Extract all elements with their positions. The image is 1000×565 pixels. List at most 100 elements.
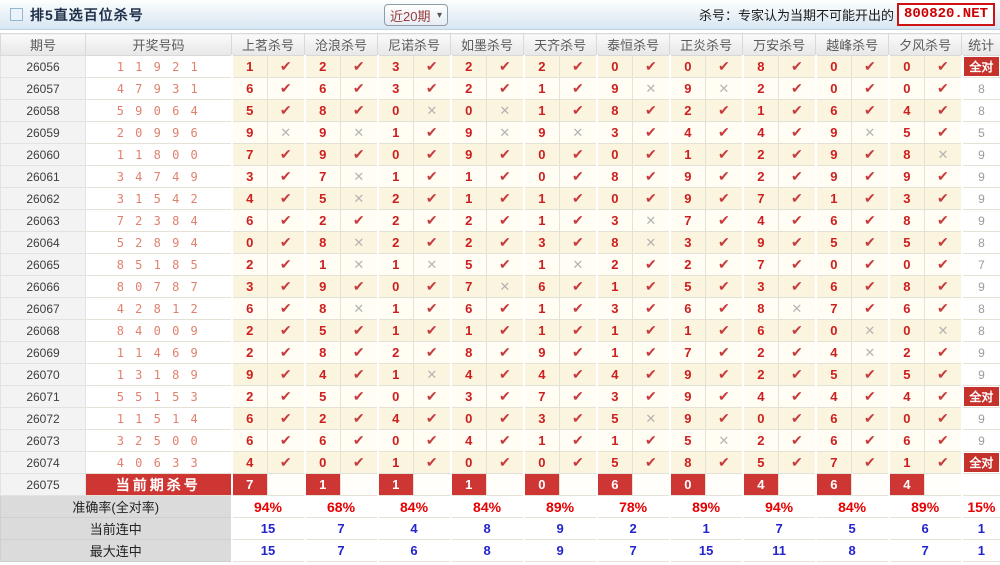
- kill-result-cell: ✔: [632, 187, 671, 210]
- check-icon: ✔: [644, 101, 657, 118]
- cross-icon: ✕: [718, 80, 730, 96]
- summary-value: 89%: [887, 495, 963, 518]
- kill-number-cell: 0: [376, 143, 415, 166]
- kill-number-cell: 5: [303, 187, 342, 210]
- check-icon: ✔: [791, 123, 803, 140]
- collapse-checkbox[interactable]: [10, 8, 23, 21]
- cross-icon: ✕: [353, 124, 365, 140]
- summary-value: 8: [449, 517, 525, 540]
- kill-number-cell: 1: [522, 187, 561, 210]
- check-icon: ✔: [571, 277, 584, 294]
- check-icon: ✔: [864, 57, 876, 74]
- kill-number-cell: 0: [595, 143, 634, 166]
- check-icon: ✔: [791, 321, 803, 338]
- column-header: 如墨杀号: [450, 33, 525, 56]
- check-icon: ✔: [937, 453, 949, 470]
- kill-number-cell: 0: [376, 99, 415, 122]
- summary-value: 94%: [230, 495, 306, 518]
- kill-result-cell: ✔: [705, 253, 744, 276]
- kill-number-cell: 8: [741, 55, 780, 78]
- kill-number-cell: 0: [522, 165, 561, 188]
- current-kill-number: 7: [230, 473, 268, 496]
- kill-result-cell: ✔: [559, 297, 598, 320]
- stat-cell: 8: [960, 319, 1000, 342]
- kill-number-cell: 2: [449, 231, 488, 254]
- kill-number-cell: 0: [303, 451, 342, 474]
- kill-result-cell: ✔: [778, 253, 817, 276]
- current-kill-empty: [266, 473, 306, 496]
- check-icon: ✔: [352, 321, 365, 338]
- kill-number-cell: 0: [887, 77, 926, 100]
- data-row: 26061 3 4 7 4 9 3 ✔ 7 ✕ 1 ✔ 1 ✔ 0 ✔ 8 ✔ 9 ✔ 2 ✔ 9 ✔ 9 ✔ 9: [0, 165, 1000, 188]
- kill-number-cell: 0: [449, 99, 488, 122]
- current-kill-empty: [851, 473, 890, 496]
- kill-number-cell: 4: [814, 341, 853, 364]
- summary-value: 4: [376, 517, 452, 540]
- winning-numbers-cell: 1 1 4 6 9: [85, 341, 232, 364]
- kill-result-cell: ✕: [778, 297, 817, 320]
- check-icon: ✔: [425, 409, 438, 426]
- kill-number-cell: 6: [741, 319, 780, 342]
- check-icon: ✔: [352, 409, 365, 426]
- kill-number-cell: 1: [522, 319, 561, 342]
- check-icon: ✔: [791, 233, 803, 250]
- period-range-dropdown[interactable]: 近20期 ▾: [384, 4, 448, 26]
- check-icon: ✔: [279, 255, 292, 272]
- check-icon: ✔: [279, 431, 292, 448]
- kill-result-cell: ✔: [340, 451, 379, 474]
- cross-icon: ✕: [426, 102, 438, 118]
- winning-numbers-cell: 2 0 9 9 6: [85, 121, 232, 144]
- site-badge: 800820.NET: [896, 3, 995, 26]
- check-icon: ✔: [425, 233, 438, 250]
- kill-result-cell: ✔: [632, 275, 671, 298]
- kill-result-cell: ✔: [413, 407, 452, 430]
- summary-label: 当前连中: [0, 517, 232, 540]
- kill-number-cell: 5: [668, 275, 707, 298]
- check-icon: ✔: [644, 123, 657, 140]
- cross-icon: ✕: [937, 322, 949, 338]
- kill-result-cell: ✔: [851, 165, 890, 188]
- kill-number-cell: 0: [230, 231, 268, 254]
- cross-icon: ✕: [572, 124, 584, 140]
- cross-icon: ✕: [864, 344, 876, 360]
- kill-number-cell: 6: [814, 209, 853, 232]
- stat-cell: 9: [960, 187, 1000, 210]
- kill-result-cell: ✔: [340, 385, 379, 408]
- kill-number-cell: 6: [814, 429, 853, 452]
- kill-number-cell: 1: [449, 187, 488, 210]
- check-icon: ✔: [791, 145, 803, 162]
- kill-number-cell: 6: [230, 77, 268, 100]
- current-kill-empty: [559, 473, 598, 496]
- check-icon: ✔: [717, 233, 730, 250]
- winning-numbers-cell: 5 9 0 6 4: [85, 99, 232, 122]
- kill-result-cell: ✔: [413, 55, 452, 78]
- data-row: 26060 1 1 8 0 0 7 ✔ 9 ✔ 0 ✔ 9 ✔ 0 ✔ 0 ✔ 1 ✔ 2 ✔ 9 ✔ 8 ✕ 9: [0, 143, 1000, 166]
- kill-result-cell: ✔: [266, 341, 306, 364]
- check-icon: ✔: [864, 299, 876, 316]
- kill-number-cell: 4: [741, 209, 780, 232]
- kill-number-cell: 8: [887, 209, 926, 232]
- kill-number-cell: 0: [595, 55, 634, 78]
- check-icon: ✔: [352, 343, 365, 360]
- stat-cell: 全对: [960, 451, 1000, 474]
- kill-number-cell: 3: [230, 275, 268, 298]
- summary-value: 84%: [449, 495, 525, 518]
- kill-number-cell: 6: [303, 429, 342, 452]
- kill-number-cell: 4: [522, 363, 561, 386]
- check-icon: ✔: [571, 167, 584, 184]
- kill-number-cell: 2: [741, 341, 780, 364]
- kill-result-cell: ✕: [340, 187, 379, 210]
- check-icon: ✔: [279, 189, 292, 206]
- kill-number-cell: 3: [522, 231, 561, 254]
- kill-number-cell: 2: [887, 341, 926, 364]
- check-icon: ✔: [498, 453, 511, 470]
- kill-result-cell: ✔: [632, 363, 671, 386]
- kill-result-cell: ✔: [559, 55, 598, 78]
- check-icon: ✔: [571, 299, 584, 316]
- kill-result-cell: ✔: [924, 55, 963, 78]
- column-header: 越峰杀号: [815, 33, 890, 56]
- kill-number-cell: 6: [449, 297, 488, 320]
- kill-number-cell: 0: [741, 407, 780, 430]
- kill-number-cell: 1: [449, 319, 488, 342]
- stat-cell: 9: [960, 275, 1000, 298]
